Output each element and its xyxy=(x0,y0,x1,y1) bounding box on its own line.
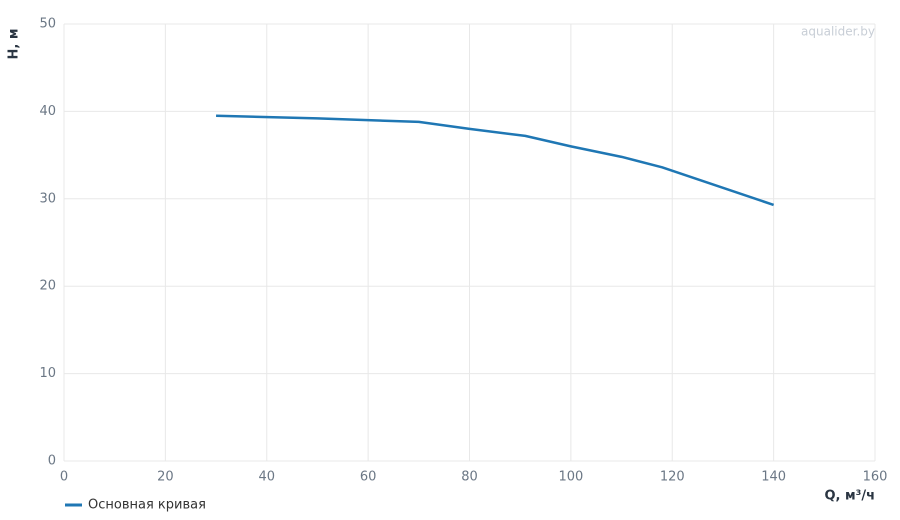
x-tick-label: 80 xyxy=(461,470,478,485)
y-tick-label: 20 xyxy=(39,279,56,294)
x-tick-label: 20 xyxy=(157,470,174,485)
legend-label: Основная кривая xyxy=(88,498,206,513)
y-tick-label: 50 xyxy=(39,17,56,32)
x-tick-label: 160 xyxy=(863,470,888,485)
x-tick-label: 40 xyxy=(258,470,275,485)
y-tick-label: 10 xyxy=(39,366,56,381)
y-axis-title: H, м xyxy=(7,29,22,60)
line-series xyxy=(216,114,775,207)
y-tick-label: 30 xyxy=(39,191,56,206)
x-axis-title: Q, м³/ч xyxy=(824,489,875,504)
y-tick-label: 0 xyxy=(48,454,56,469)
x-tick-label: 120 xyxy=(660,470,685,485)
x-tick-label: 60 xyxy=(360,470,377,485)
x-tick-label: 140 xyxy=(761,470,786,485)
y-tick-label: 40 xyxy=(39,104,56,119)
x-tick-label: 100 xyxy=(558,470,583,485)
watermark: aqualider.by xyxy=(801,25,875,39)
x-tick-label: 0 xyxy=(60,470,68,485)
